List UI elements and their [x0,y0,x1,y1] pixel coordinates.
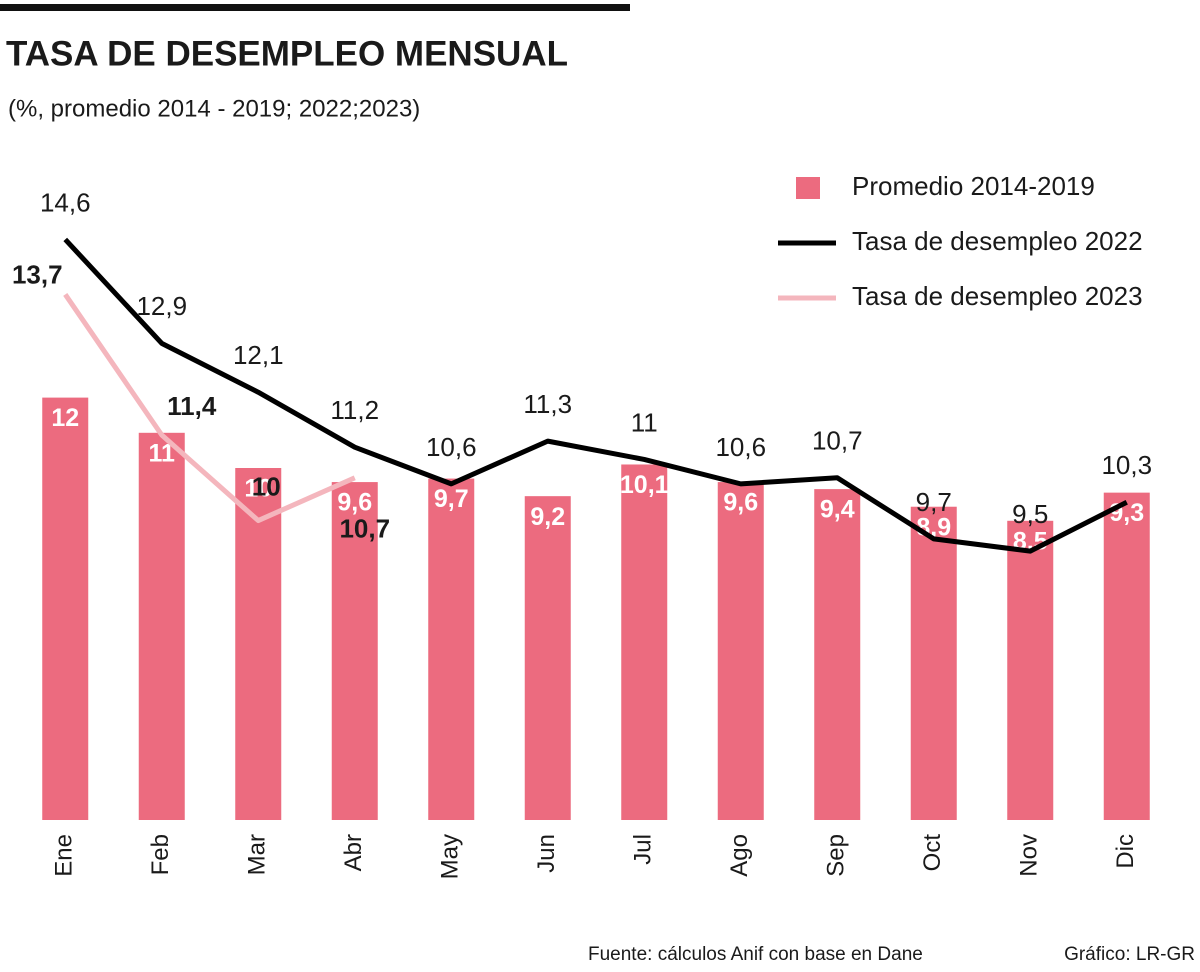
top-rule [0,4,630,11]
bar-value-label: 10,1 [620,471,669,499]
line-value-label: 11,4 [167,391,217,421]
line-value-label: 12,1 [233,340,284,370]
bar [42,397,89,820]
line-value-label: 9,5 [1012,499,1048,529]
bar [1007,520,1054,820]
legend-label: Tasa de desempleo 2022 [852,226,1143,256]
bar [910,506,957,820]
line-value-label: 10 [252,471,281,501]
line-value-label: 11,2 [330,395,379,425]
x-tick-label: Jun [533,834,560,873]
bar-value-label: 12 [51,404,79,432]
bar [331,482,378,820]
x-tick-label: Dic [1112,834,1139,869]
bar-value-label: 9,6 [337,489,372,517]
chart-subtitle: (%, promedio 2014 - 2019; 2022;2023) [8,95,420,122]
bar [428,478,475,820]
legend-swatch [796,177,820,199]
x-tick-label: Sep [823,834,850,877]
line-value-label: 11 [631,407,658,437]
bar-value-label: 9,7 [434,485,469,513]
bar [621,464,668,820]
x-tick-label: Ago [726,834,753,877]
line-value-label: 9,7 [916,487,952,517]
bar-value-label: 10 [244,475,272,503]
line [63,293,356,524]
bar [524,496,571,820]
x-tick-label: Abr [340,834,367,871]
line-value-label: 10,7 [339,514,390,544]
x-tick-label: Feb [147,834,174,875]
line-value-label: 10,6 [715,432,766,462]
line-value-label: 10,3 [1101,450,1152,480]
x-tick-label: Nov [1016,834,1043,877]
bar-value-label: 9,2 [530,503,565,531]
x-tick-label: Mar [244,834,271,875]
x-tick-label: May [437,834,464,879]
x-tick-label: Jul [630,834,657,865]
bar [1103,492,1150,820]
bar [138,432,185,820]
bar [235,468,282,820]
line-value-label: 10,7 [812,426,863,456]
chart-title: TASA DE DESEMPLEO MENSUAL [6,34,568,73]
legend-label: Tasa de desempleo 2023 [852,281,1143,311]
bar [814,489,861,820]
x-tick-label: Ene [51,834,78,877]
x-tick-label: Oct [919,834,946,872]
source: Fuente: cálculos Anif con base en Dane [588,944,923,965]
legend-label: Promedio 2014-2019 [852,171,1095,201]
bar-value-label: 9,6 [723,489,758,517]
line-value-label: 14,6 [40,187,91,217]
line-value-label: 13,7 [12,259,63,289]
bar-value-label: 9,4 [820,496,855,524]
line-value-label: 10,6 [426,432,477,462]
credit: Gráfico: LR-GR [1064,944,1195,965]
line-value-label: 12,9 [136,291,187,321]
bar [717,482,764,820]
line [63,237,1128,554]
line-value-label: 11,3 [523,389,572,419]
